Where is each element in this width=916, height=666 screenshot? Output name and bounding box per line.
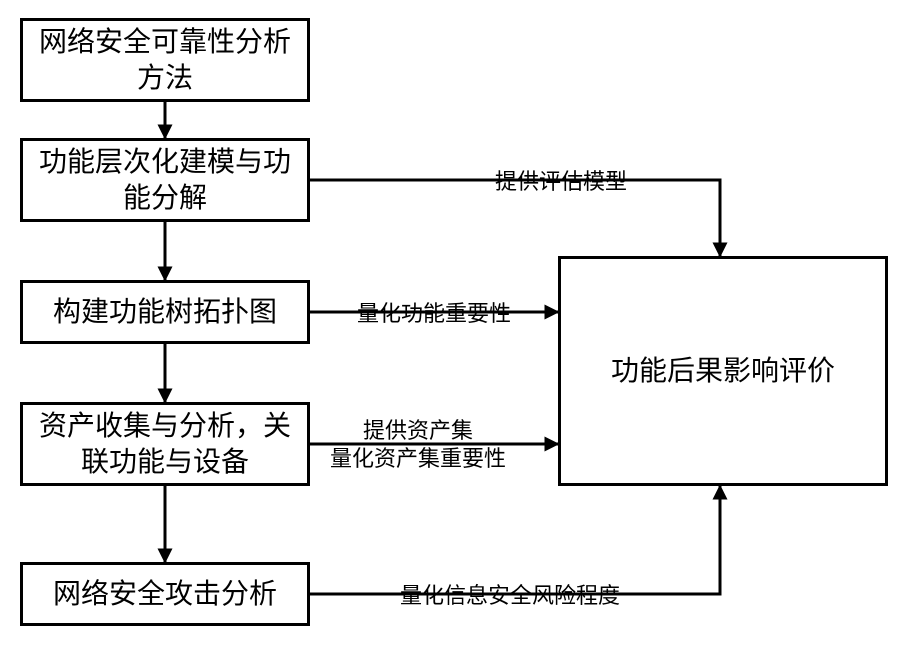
node-n5-label: 网络安全攻击分析 <box>53 576 277 612</box>
node-n6-label: 功能后果影响评价 <box>611 353 835 389</box>
node-n1: 网络安全可靠性分析方法 <box>20 18 310 102</box>
edge-label-e3-6: 量化功能重要性 <box>357 300 511 328</box>
node-n3: 构建功能树拓扑图 <box>20 280 310 344</box>
edge-label-e4-6: 提供资产集量化资产集重要性 <box>330 417 506 472</box>
node-n3-label: 构建功能树拓扑图 <box>53 294 277 330</box>
node-n5: 网络安全攻击分析 <box>20 562 310 626</box>
edge-label-e5-6: 量化信息安全风险程度 <box>400 582 620 610</box>
node-n1-label: 网络安全可靠性分析方法 <box>31 24 299 97</box>
node-n4-label: 资产收集与分析，关联功能与设备 <box>31 408 299 481</box>
node-n6: 功能后果影响评价 <box>558 256 888 486</box>
node-n2: 功能层次化建模与功能分解 <box>20 138 310 222</box>
node-n4: 资产收集与分析，关联功能与设备 <box>20 402 310 486</box>
edge-label-e2-6: 提供评估模型 <box>495 168 627 196</box>
node-n2-label: 功能层次化建模与功能分解 <box>31 144 299 217</box>
edge-e5-6 <box>310 486 720 594</box>
